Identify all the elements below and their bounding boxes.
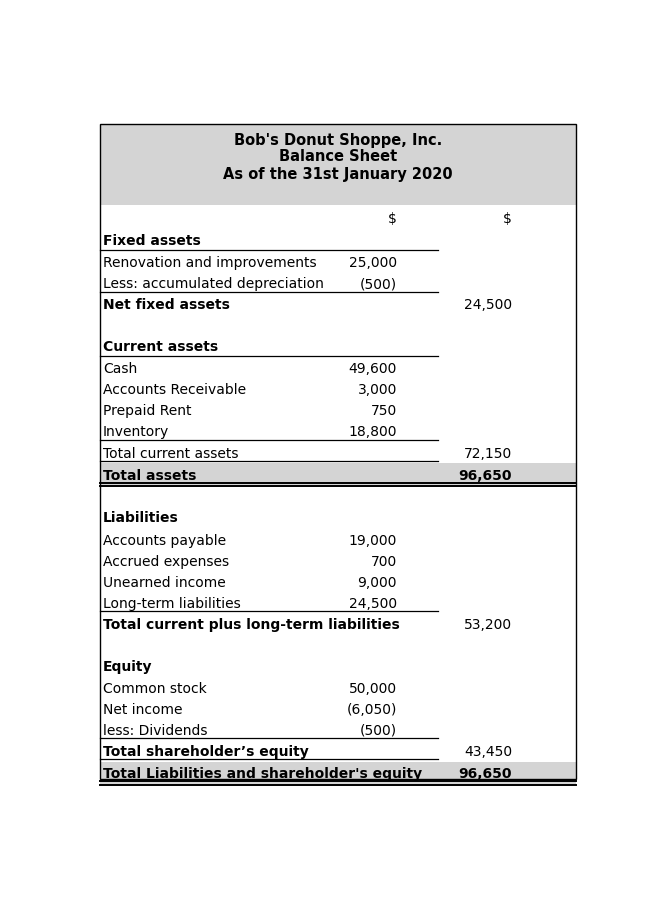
Text: 18,800: 18,800 bbox=[348, 425, 397, 439]
Text: Common stock: Common stock bbox=[103, 681, 207, 695]
Text: Total assets: Total assets bbox=[103, 468, 196, 482]
Text: Renovation and improvements: Renovation and improvements bbox=[103, 256, 317, 270]
Text: Net income: Net income bbox=[103, 702, 182, 716]
Text: 96,650: 96,650 bbox=[459, 468, 512, 482]
Text: Inventory: Inventory bbox=[103, 425, 169, 439]
Text: 9,000: 9,000 bbox=[358, 575, 397, 589]
FancyBboxPatch shape bbox=[100, 464, 576, 486]
Text: $: $ bbox=[504, 211, 512, 226]
Text: Prepaid Rent: Prepaid Rent bbox=[103, 404, 191, 418]
Text: 53,200: 53,200 bbox=[464, 618, 512, 631]
Text: Balance Sheet: Balance Sheet bbox=[279, 148, 397, 164]
Text: Unearned income: Unearned income bbox=[103, 575, 226, 589]
Text: 750: 750 bbox=[371, 404, 397, 418]
Text: Liabilities: Liabilities bbox=[103, 511, 179, 525]
Text: 25,000: 25,000 bbox=[349, 256, 397, 270]
Text: Total shareholder’s equity: Total shareholder’s equity bbox=[103, 744, 309, 758]
Text: 24,500: 24,500 bbox=[349, 596, 397, 610]
Text: As of the 31st January 2020: As of the 31st January 2020 bbox=[224, 167, 453, 182]
Text: Long-term liabilities: Long-term liabilities bbox=[103, 596, 241, 610]
Text: Fixed assets: Fixed assets bbox=[103, 234, 201, 248]
Text: 96,650: 96,650 bbox=[459, 766, 512, 780]
FancyBboxPatch shape bbox=[100, 762, 576, 785]
Text: 72,150: 72,150 bbox=[464, 446, 512, 460]
Text: Less: accumulated depreciation: Less: accumulated depreciation bbox=[103, 277, 324, 291]
Text: Accounts payable: Accounts payable bbox=[103, 533, 226, 547]
Text: less: Dividends: less: Dividends bbox=[103, 723, 207, 737]
Text: $: $ bbox=[388, 211, 397, 226]
Text: 19,000: 19,000 bbox=[348, 533, 397, 547]
Text: 24,500: 24,500 bbox=[464, 298, 512, 312]
FancyBboxPatch shape bbox=[100, 125, 576, 206]
Text: 49,600: 49,600 bbox=[348, 362, 397, 376]
Text: Equity: Equity bbox=[103, 659, 152, 673]
Text: 3,000: 3,000 bbox=[358, 383, 397, 397]
Text: Total current assets: Total current assets bbox=[103, 446, 238, 460]
Text: Total Liabilities and shareholder's equity: Total Liabilities and shareholder's equi… bbox=[103, 766, 422, 780]
Text: 700: 700 bbox=[371, 554, 397, 568]
Text: (500): (500) bbox=[360, 723, 397, 737]
Text: (500): (500) bbox=[360, 277, 397, 291]
Text: Bob's Donut Shoppe, Inc.: Bob's Donut Shoppe, Inc. bbox=[234, 133, 442, 148]
Text: Accounts Receivable: Accounts Receivable bbox=[103, 383, 246, 397]
Text: Current assets: Current assets bbox=[103, 340, 218, 353]
Text: 43,450: 43,450 bbox=[464, 744, 512, 758]
Text: Net fixed assets: Net fixed assets bbox=[103, 298, 230, 312]
Text: 50,000: 50,000 bbox=[349, 681, 397, 695]
Text: Accrued expenses: Accrued expenses bbox=[103, 554, 229, 568]
Text: (6,050): (6,050) bbox=[346, 702, 397, 716]
Text: Total current plus long-term liabilities: Total current plus long-term liabilities bbox=[103, 618, 400, 631]
Text: Cash: Cash bbox=[103, 362, 137, 376]
